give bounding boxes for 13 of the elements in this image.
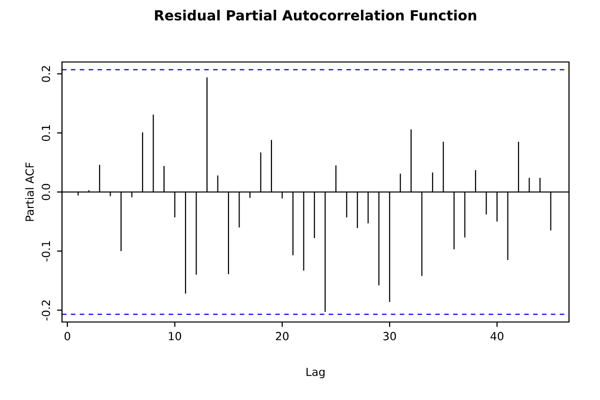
- y-tick-label: -0.1: [42, 241, 50, 262]
- x-tick-label: 40: [490, 332, 504, 340]
- y-axis-title: Partial ACF: [25, 162, 34, 221]
- x-tick-label: 0: [64, 332, 70, 340]
- x-tick-label: 20: [276, 332, 289, 340]
- y-tick-label: 0.2: [42, 66, 50, 82]
- x-tick-label: 30: [383, 332, 396, 340]
- x-tick-label: 10: [168, 332, 182, 340]
- y-tick-label: 0.0: [42, 184, 50, 200]
- y-tick-label: 0.1: [42, 125, 50, 142]
- y-tick-label: -0.2: [42, 300, 50, 320]
- chart-title: Residual Partial Autocorrelation Function: [155, 10, 476, 21]
- x-axis-title: Lag: [306, 368, 325, 378]
